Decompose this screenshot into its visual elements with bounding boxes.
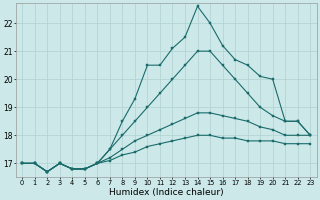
X-axis label: Humidex (Indice chaleur): Humidex (Indice chaleur) xyxy=(109,188,223,197)
